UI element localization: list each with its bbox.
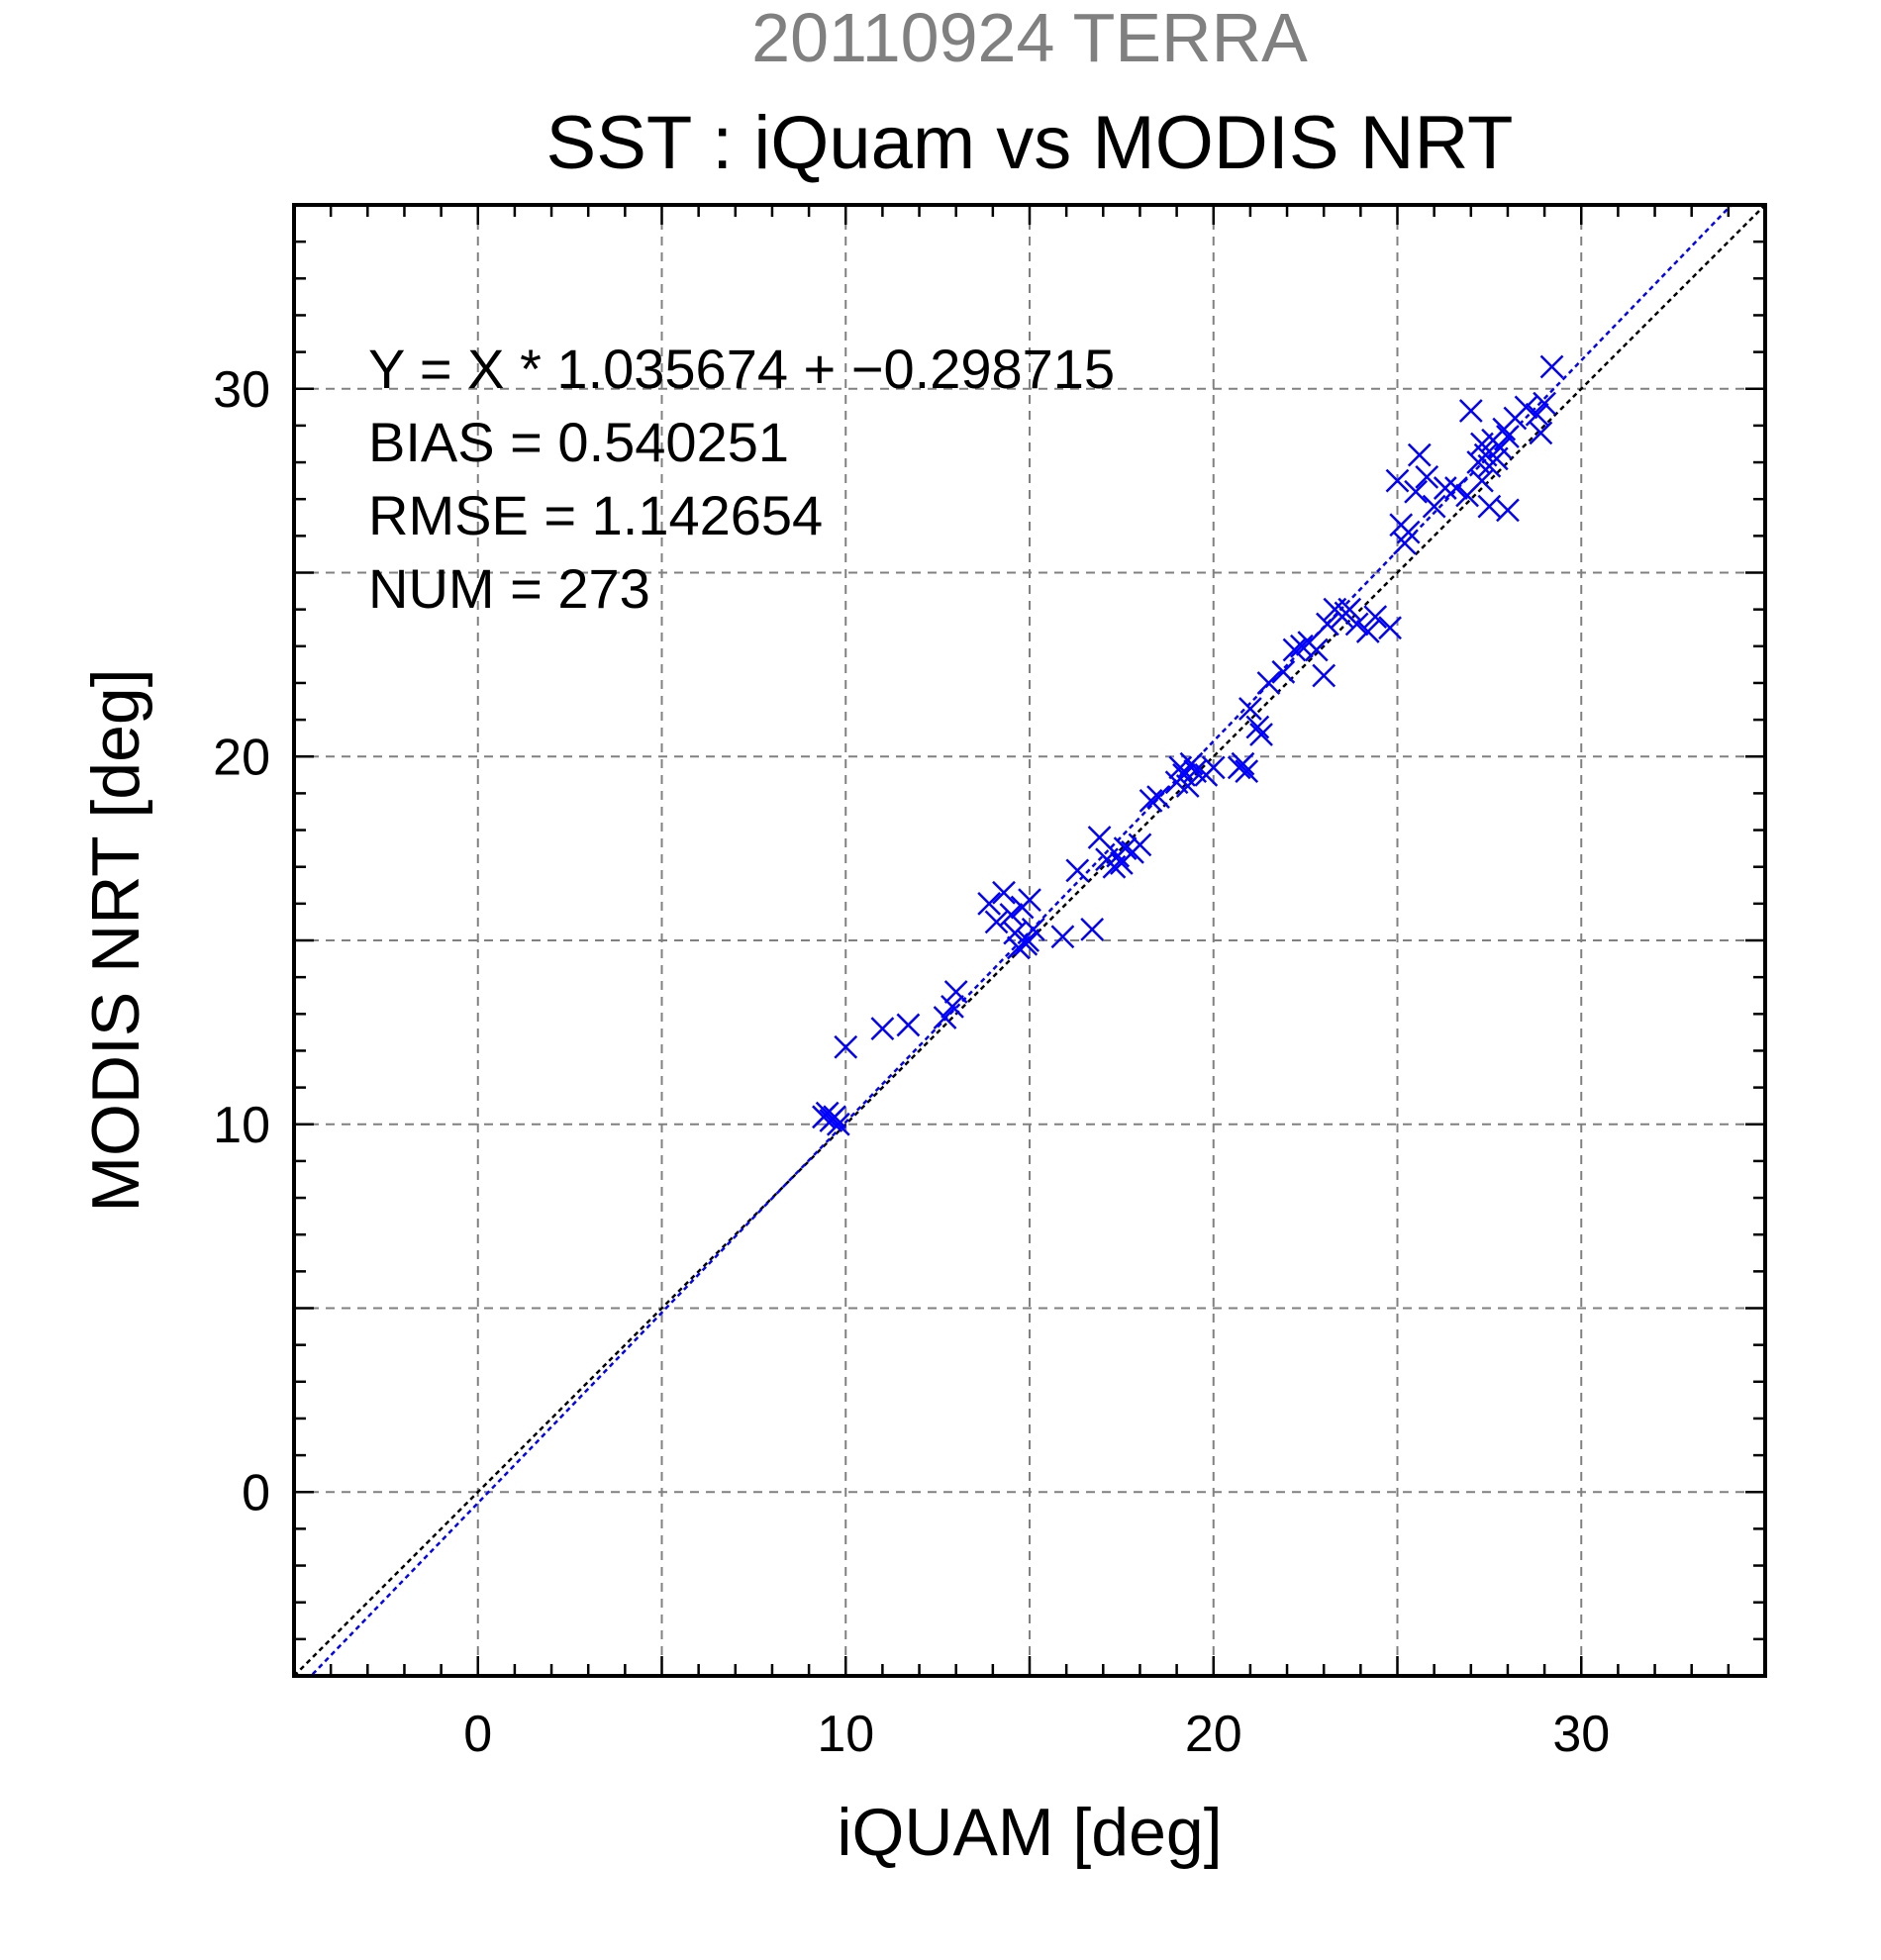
chart-title: SST : iQuam vs MODIS NRT	[546, 101, 1514, 185]
data-point	[1378, 616, 1402, 640]
data-point	[823, 1105, 846, 1129]
x-axis-label: iQUAM [deg]	[837, 1795, 1222, 1870]
data-point	[1146, 785, 1170, 809]
data-point	[1529, 421, 1553, 445]
data-point	[1514, 395, 1538, 420]
y-tick-label: 30	[213, 361, 270, 419]
data-point	[1271, 659, 1296, 684]
x-tick-label: 30	[1552, 1706, 1610, 1763]
data-point	[1179, 751, 1204, 776]
data-point	[1385, 468, 1410, 493]
data-point	[1256, 671, 1281, 695]
data-point	[933, 1006, 957, 1029]
data-point	[896, 1013, 921, 1037]
data-point	[1433, 476, 1457, 500]
data-point	[1050, 925, 1075, 949]
stats-equation: Y = X * 1.035674 + −0.298715	[368, 338, 1115, 400]
data-point	[1470, 468, 1494, 493]
data-point	[992, 880, 1016, 905]
data-point	[1282, 637, 1307, 662]
data-point	[1087, 826, 1112, 849]
stats-num: NUM = 273	[368, 557, 650, 620]
data-point	[977, 891, 1002, 916]
data-point	[1477, 494, 1502, 519]
data-point	[1238, 697, 1262, 721]
data-point	[1496, 425, 1520, 448]
data-point	[1363, 605, 1388, 629]
data-point	[1422, 494, 1446, 519]
data-point	[984, 910, 1009, 934]
data-point	[1415, 465, 1439, 489]
data-point	[1396, 520, 1421, 544]
data-point	[1128, 833, 1152, 857]
x-tick-label: 0	[463, 1706, 492, 1763]
data-point	[1065, 858, 1090, 883]
y-axis-label: MODIS NRT [deg]	[78, 668, 153, 1212]
data-point	[1006, 935, 1031, 960]
data-point	[1113, 836, 1138, 861]
data-point	[834, 1034, 858, 1059]
data-point	[943, 980, 968, 1004]
data-point	[1316, 612, 1339, 637]
data-point	[1138, 788, 1163, 813]
data-point	[1235, 759, 1259, 783]
x-tick-label: 20	[1185, 1706, 1242, 1763]
x-tick-label: 10	[817, 1706, 874, 1763]
data-point	[1249, 723, 1273, 746]
chart-date-label: 20110924 TERRA	[751, 0, 1308, 76]
stats-bias: BIAS = 0.540251	[368, 411, 789, 473]
data-point	[1080, 917, 1105, 941]
data-point	[1444, 476, 1468, 500]
data-point	[1404, 479, 1428, 504]
data-points	[812, 354, 1564, 1136]
data-point	[1304, 637, 1329, 662]
data-point	[1334, 601, 1358, 626]
data-point	[1014, 931, 1039, 956]
data-point	[815, 1101, 840, 1126]
data-point	[1018, 888, 1041, 913]
stats-rmse: RMSE = 1.142654	[368, 484, 823, 546]
data-point	[1290, 634, 1314, 658]
data-point	[1407, 442, 1432, 467]
data-point	[999, 903, 1024, 927]
data-point	[1533, 391, 1556, 416]
data-point	[940, 994, 964, 1019]
tick-labels: 0 10 20 30 0 10 20 30	[213, 361, 1610, 1763]
data-point	[870, 1017, 895, 1041]
data-point	[1016, 929, 1040, 952]
data-point	[1355, 620, 1380, 643]
y-tick-label: 0	[242, 1464, 270, 1521]
data-point	[1496, 498, 1520, 523]
plot-frame	[292, 203, 1767, 1678]
data-point	[1231, 751, 1255, 776]
data-point	[1525, 402, 1549, 427]
data-point	[1245, 715, 1270, 739]
data-point	[1021, 917, 1045, 941]
data-point	[1312, 663, 1336, 688]
data-point	[1458, 399, 1483, 423]
y-tick-label: 20	[213, 729, 270, 786]
data-point	[1175, 774, 1200, 798]
y-tick-label: 10	[213, 1097, 270, 1154]
data-point	[1539, 354, 1564, 379]
data-point	[1201, 755, 1226, 780]
grid	[294, 205, 1765, 1676]
stats-block: Y = X * 1.035674 + −0.298715 BIAS = 0.54…	[368, 338, 1115, 620]
data-point	[1488, 436, 1513, 460]
